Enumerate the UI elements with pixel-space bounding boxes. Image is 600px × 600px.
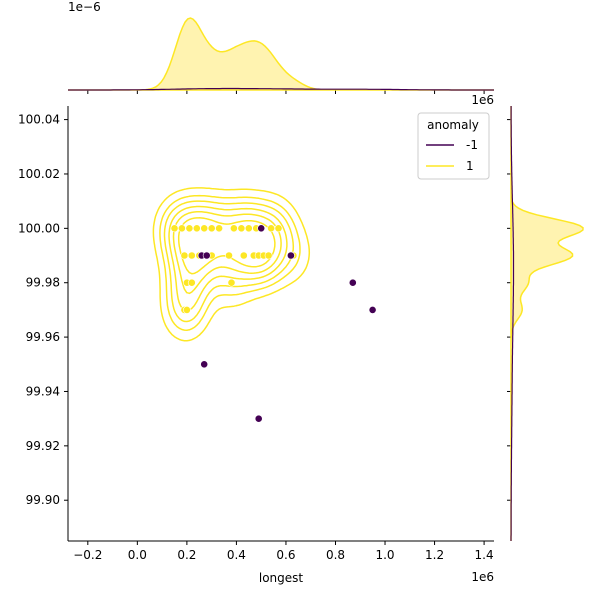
y-tick-label: 100.00 — [18, 221, 60, 235]
scatter-point-normal — [239, 251, 248, 260]
x-tick-label: 1.0 — [375, 548, 394, 562]
legend-title: anomaly — [427, 118, 479, 132]
x-axis-label: longest — [259, 571, 304, 585]
x-top-scale-label: 1e6 — [471, 93, 494, 107]
x-tick-label: 0.0 — [128, 548, 147, 562]
scatter-point-normal — [244, 224, 253, 233]
scatter-point-normal — [237, 224, 246, 233]
y-tick-label: 99.96 — [26, 330, 60, 344]
x-tick-label: 1.4 — [475, 548, 494, 562]
top-marginal-kde-normal — [68, 17, 494, 91]
scatter-point-normal — [187, 251, 196, 260]
x-tick-label: 0.4 — [227, 548, 246, 562]
scatter-point-normal — [170, 224, 179, 233]
scatter-point-anomaly — [200, 360, 209, 369]
x-tick-label: −0.2 — [73, 548, 102, 562]
legend-label-pos: 1 — [466, 159, 474, 173]
scatter-point-anomaly — [368, 305, 377, 314]
top-marginal-kde-anomaly — [68, 87, 494, 91]
y-tick-label: 100.04 — [18, 113, 60, 127]
y-tick-label: 99.98 — [26, 276, 60, 290]
y-tick-label: 100.02 — [18, 167, 60, 181]
scatter-point-normal — [225, 251, 233, 260]
scatter-point-normal — [274, 224, 283, 233]
x-tick-label: 0.2 — [177, 548, 196, 562]
legend: anomaly -1 1 — [417, 112, 490, 180]
x-tick-label: 1.2 — [425, 548, 444, 562]
top-marginal-kde — [68, 17, 494, 94]
scatter-point-normal — [215, 224, 223, 233]
main-scatter-plot: 99.90 99.92 99.94 99.96 99.98 100.00 100.02 100… — [18, 106, 494, 562]
scatter-point-normal — [264, 251, 273, 260]
scatter-point-normal — [192, 224, 201, 233]
scatter-point-normal — [267, 224, 275, 233]
scatter-point-normal — [180, 251, 189, 260]
scatter-point-anomaly — [348, 278, 357, 287]
kde-contour-line — [172, 210, 282, 295]
scatter-point-normal — [200, 224, 209, 233]
scatter-point-normal — [185, 224, 194, 233]
x-axis-scale-label: 1e6 — [471, 570, 494, 584]
scatter-point-normal — [187, 278, 196, 287]
scatter-point-anomaly — [202, 251, 211, 260]
legend-box — [417, 112, 490, 180]
top-marginal-scale-label: 1e−6 — [68, 0, 101, 14]
scatter-point-anomaly — [257, 224, 266, 233]
kde-contour-line — [152, 187, 311, 342]
x-tick-label: 0.6 — [276, 548, 295, 562]
scatter-point-normal — [177, 224, 186, 233]
scatter-points — [170, 224, 377, 423]
scatter-point-anomaly — [254, 414, 263, 423]
scatter-point-normal — [229, 224, 238, 233]
scatter-point-anomaly — [286, 251, 295, 260]
x-tick-label: 0.8 — [326, 548, 345, 562]
y-tick-label: 99.92 — [26, 439, 60, 453]
kde-contour-line — [159, 194, 301, 331]
kde-contours — [152, 187, 311, 342]
legend-label-neg: -1 — [466, 138, 478, 152]
scatter-point-normal — [182, 305, 191, 314]
right-marginal-kde-anomaly — [510, 106, 515, 541]
scatter-point-normal — [227, 278, 236, 287]
scatter-point-normal — [207, 224, 216, 233]
right-marginal-kde — [507, 106, 584, 541]
y-tick-label: 99.90 — [26, 493, 60, 507]
right-marginal-kde-normal — [510, 106, 584, 541]
kde-contour-line — [163, 200, 295, 323]
kde-contour-line — [177, 217, 276, 275]
y-tick-label: 99.94 — [26, 384, 60, 398]
